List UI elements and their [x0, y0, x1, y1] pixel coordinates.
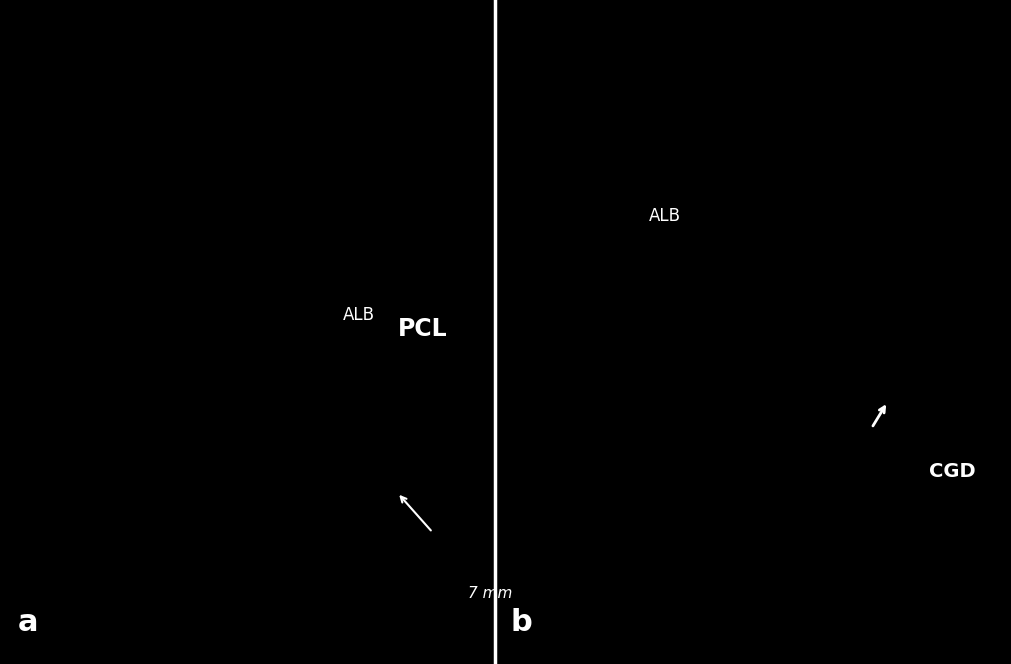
Text: Tibia: Tibia [123, 411, 200, 439]
Text: Tibia: Tibia [654, 365, 731, 392]
Text: Femur: Femur [133, 139, 231, 167]
Text: CGD: CGD [929, 462, 976, 481]
Text: 7 mm: 7 mm [468, 586, 513, 601]
Text: PCL: PCL [397, 317, 448, 341]
Text: b: b [511, 608, 533, 637]
Text: a: a [18, 608, 38, 637]
Text: MFC: MFC [514, 224, 574, 248]
Text: Femur: Femur [786, 139, 883, 167]
Text: ALB: ALB [343, 306, 375, 325]
Text: ALB: ALB [649, 207, 681, 225]
